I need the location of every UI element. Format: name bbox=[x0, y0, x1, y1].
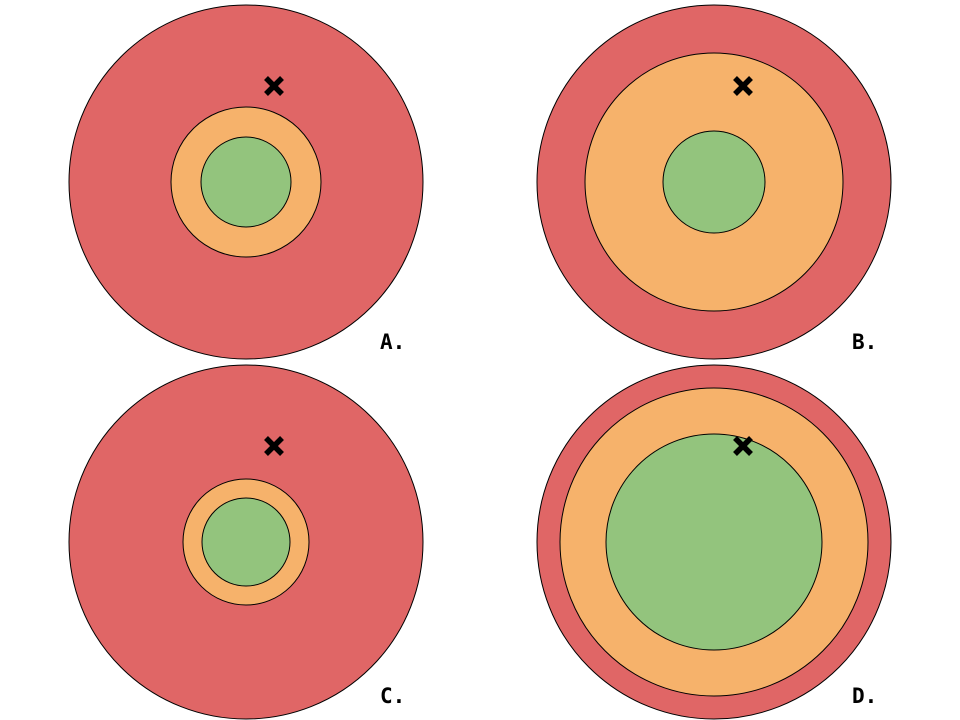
inner-circle bbox=[201, 497, 291, 587]
panel-label-d: D. bbox=[852, 684, 877, 708]
x-marker-icon bbox=[264, 76, 284, 96]
panel-d: D. bbox=[536, 364, 892, 720]
x-marker-icon bbox=[733, 76, 753, 96]
inner-circle bbox=[605, 433, 823, 651]
panel-label-c: C. bbox=[380, 684, 405, 708]
panel-a: A. bbox=[68, 4, 424, 360]
x-marker-icon bbox=[733, 436, 753, 456]
panel-c: C. bbox=[68, 364, 424, 720]
inner-circle bbox=[662, 130, 766, 234]
inner-circle bbox=[200, 136, 292, 228]
panel-label-b: B. bbox=[852, 330, 877, 354]
panel-b: B. bbox=[536, 4, 892, 360]
panel-label-a: A. bbox=[380, 330, 405, 354]
x-marker-icon bbox=[264, 436, 284, 456]
